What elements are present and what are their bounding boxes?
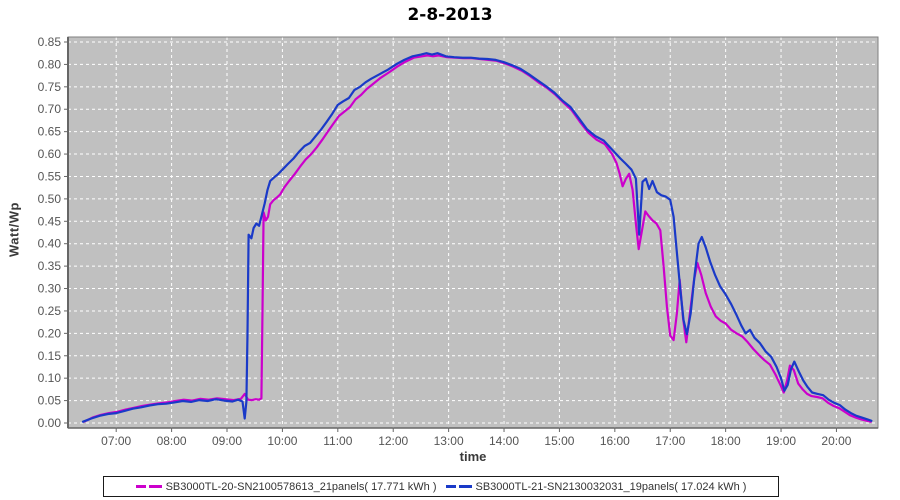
y-tick-label: 0.50: [38, 192, 62, 206]
legend-box: SB3000TL-20-SN2100578613_21panels( 17.77…: [103, 476, 779, 497]
x-tick-label: 11:00: [323, 434, 352, 448]
x-tick-label: 18:00: [711, 434, 741, 448]
x-tick-label: 19:00: [766, 434, 796, 448]
y-tick-label: 0.15: [38, 349, 62, 363]
x-tick-label: 17:00: [655, 434, 685, 448]
x-tick-label: 07:00: [101, 434, 131, 448]
x-tick-label: 13:00: [434, 434, 464, 448]
legend-item: SB3000TL-20-SN2100578613_21panels( 17.77…: [135, 480, 437, 493]
plot-background: [68, 37, 878, 428]
legend-item: SB3000TL-21-SN2130032031_19panels( 17.02…: [445, 480, 747, 493]
plot-area[interactable]: 0.00 0.05 0.10 0.15 0.20 0.25 0.30 0.35 0.40 0.45…: [0, 0, 900, 470]
y-tick-label: 0.25: [38, 304, 62, 318]
x-axis-label: time: [459, 449, 487, 464]
legend-line-icon: [135, 485, 162, 488]
legend-label: SB3000TL-21-SN2130032031_19panels( 17.02…: [475, 480, 747, 493]
y-tick-label: 0.75: [38, 80, 62, 94]
x-tick-label: 10:00: [267, 434, 297, 448]
y-axis-label: Watt/Wp: [6, 202, 22, 257]
y-tick-label: 0.65: [38, 125, 62, 139]
y-tick-label: 0.40: [38, 237, 62, 251]
y-tick-label: 0.70: [38, 102, 62, 116]
series-line-1: [81, 52, 873, 423]
x-tick-label: 08:00: [157, 434, 187, 448]
y-tick-label: 0.20: [38, 326, 62, 340]
x-tick-label: 16:00: [600, 434, 630, 448]
y-tick-label: 0.00: [38, 416, 62, 430]
y-tick-label: 0.30: [38, 282, 62, 296]
x-tick-label: 12:00: [378, 434, 408, 448]
y-tick-label: 0.45: [38, 214, 62, 228]
y-tick-label: 0.05: [38, 394, 62, 408]
y-tick-label: 0.60: [38, 147, 62, 161]
y-tick-label: 0.55: [38, 169, 62, 183]
x-tick-label: 14:00: [489, 434, 519, 448]
x-tick-label: 15:00: [544, 434, 574, 448]
x-tick-label: 09:00: [212, 434, 242, 448]
y-tick-label: 0.35: [38, 259, 62, 273]
legend-line-icon: [445, 485, 472, 488]
y-tick-label: 0.80: [38, 57, 62, 71]
chart-title: 2-8-2013: [407, 5, 493, 25]
legend-label: SB3000TL-20-SN2100578613_21panels( 17.77…: [165, 480, 437, 493]
y-tick-label: 0.10: [38, 371, 62, 385]
x-tick-label: 20:00: [821, 434, 851, 448]
y-tick-label: 0.85: [38, 35, 62, 49]
